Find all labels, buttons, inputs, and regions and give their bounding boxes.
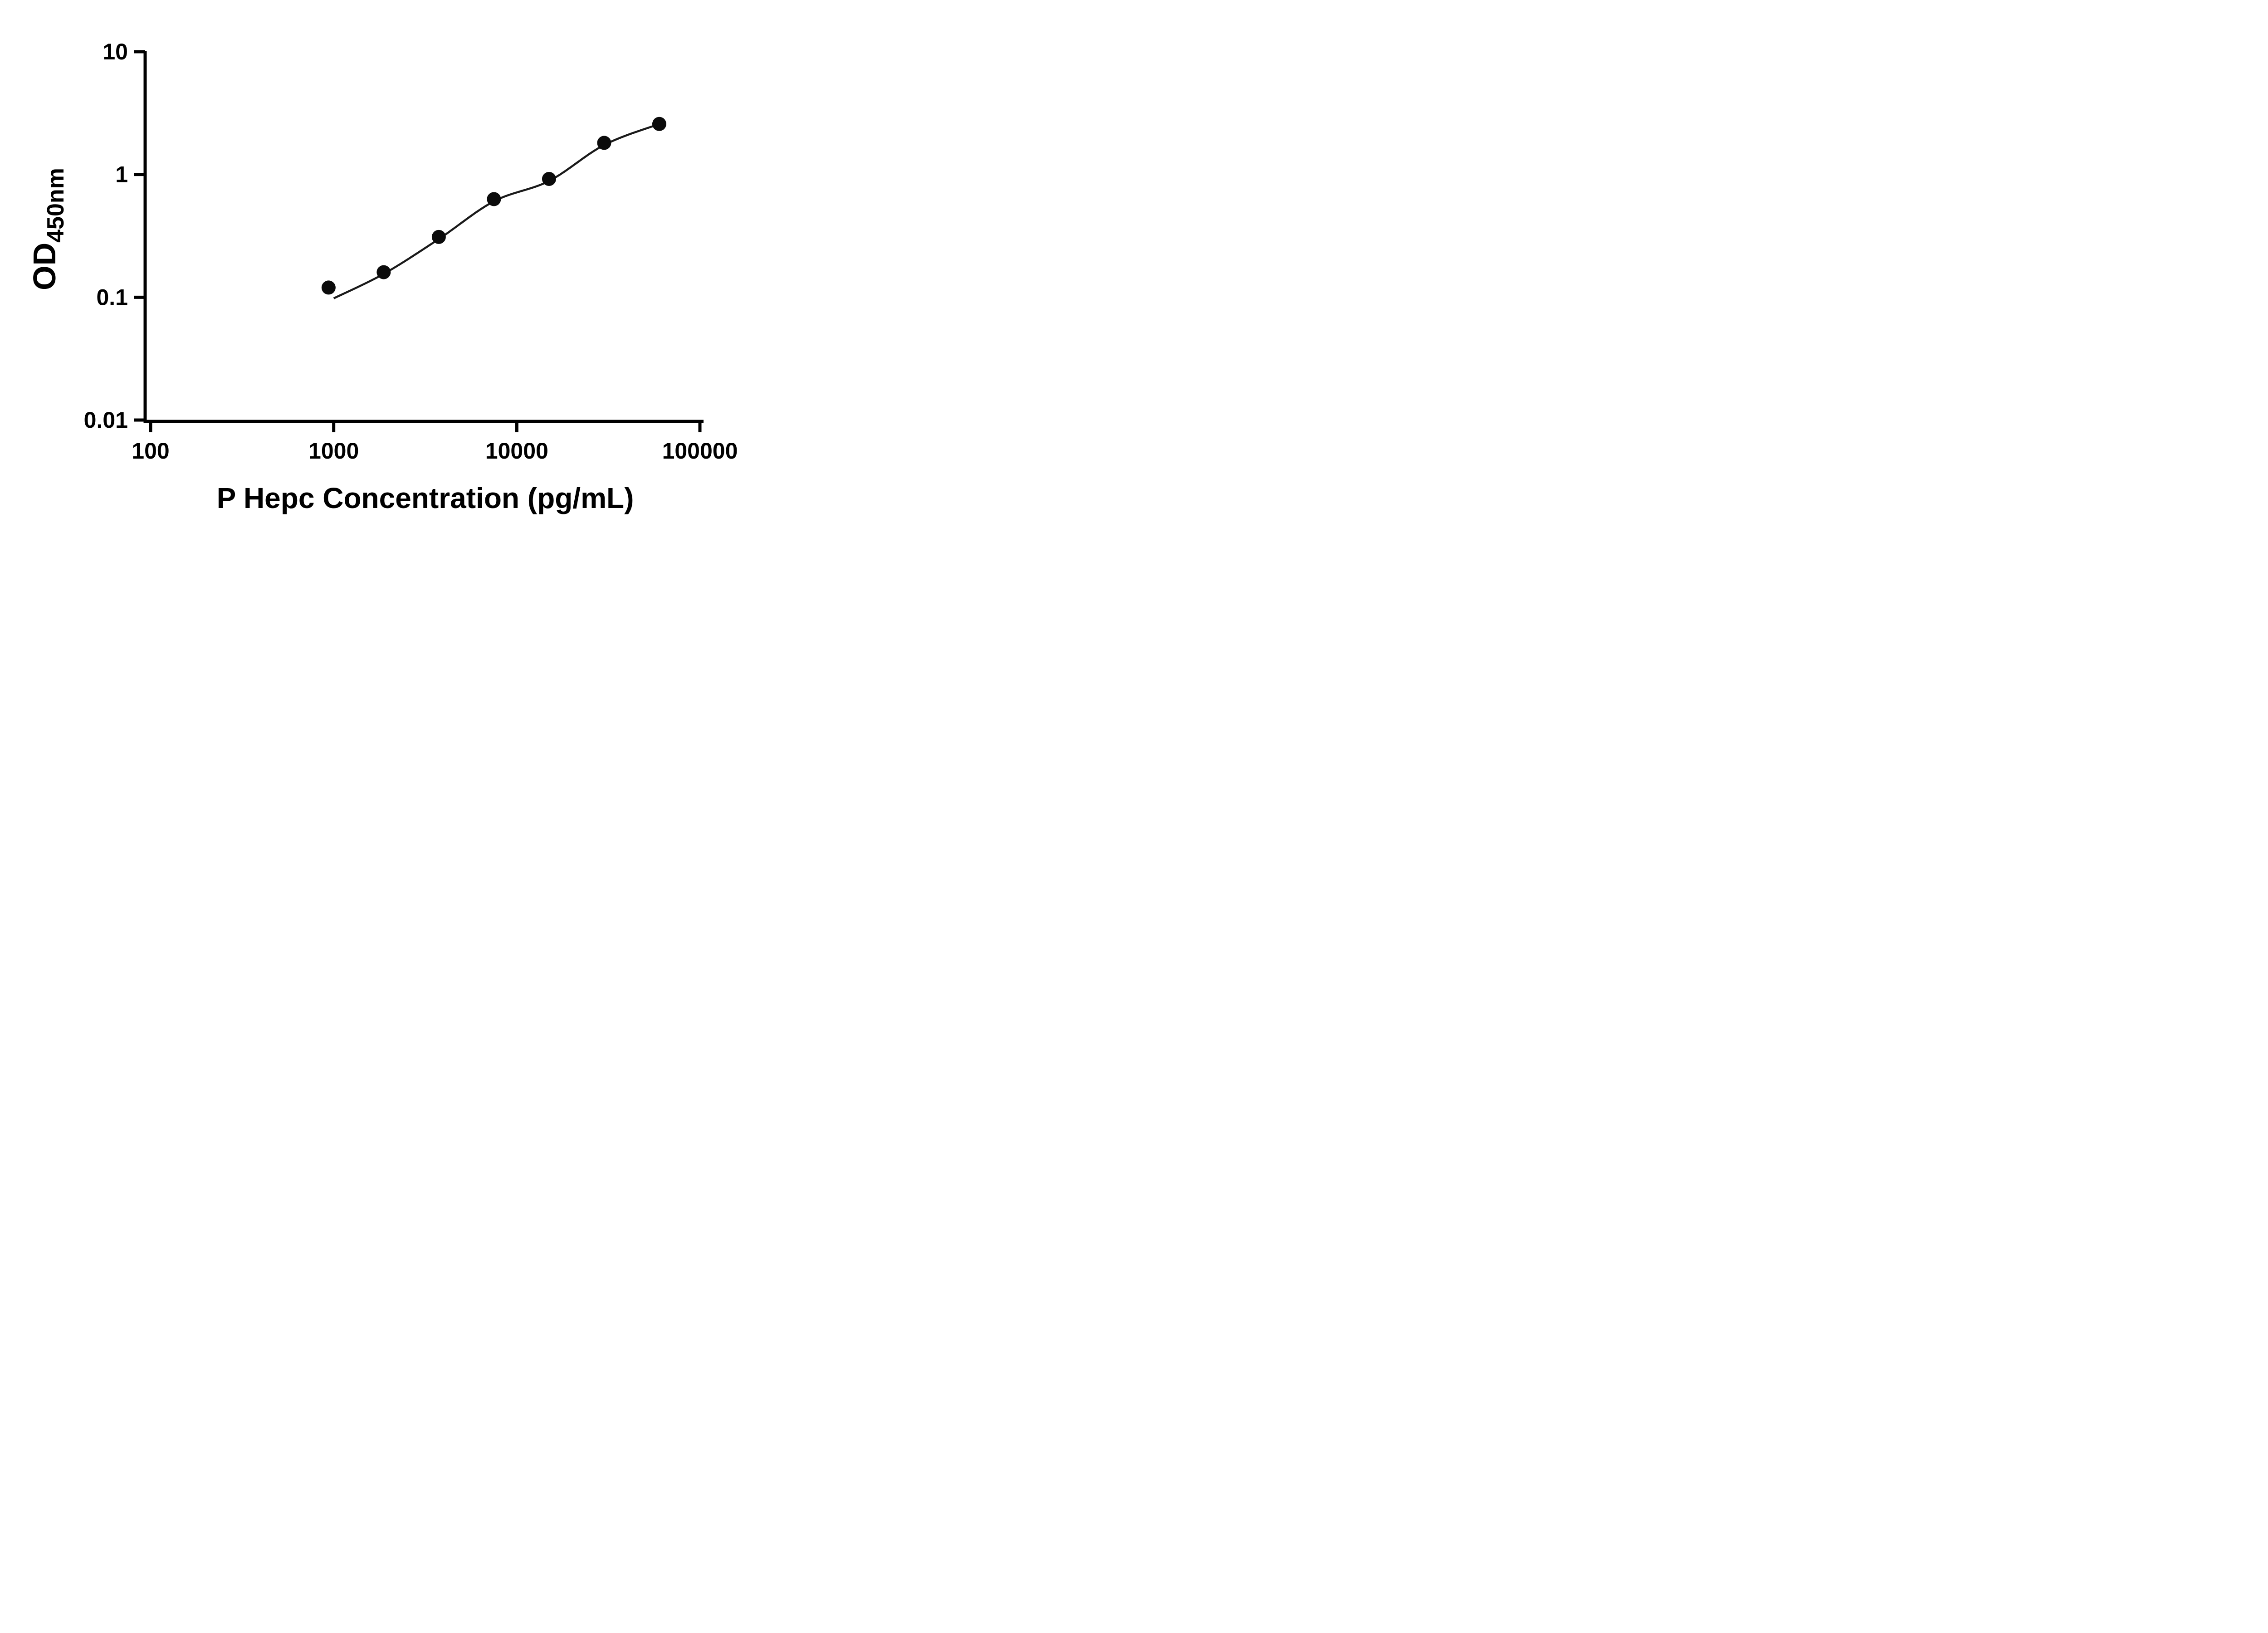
data-point-marker <box>487 192 501 206</box>
data-point-marker <box>597 136 611 150</box>
y-axis-title-subscript: 450nm <box>43 168 69 243</box>
y-axis-title: OD450nm <box>27 168 69 290</box>
y-axis-title-main: OD <box>27 243 62 290</box>
y-tick-label: 0.01 <box>84 407 128 433</box>
x-axis-title: P Hepc Concentration (pg/mL) <box>217 482 634 514</box>
data-point-marker <box>652 117 666 131</box>
y-tick-label: 10 <box>103 39 128 64</box>
x-tick-label: 100000 <box>662 438 738 464</box>
elisa-standard-curve-figure: 100 1000 10000 100000 0.01 0.1 1 10 P Hepc Conce… <box>0 0 776 544</box>
data-point-marker <box>321 280 336 295</box>
data-point-marker <box>542 171 556 186</box>
data-point-marker <box>431 230 446 244</box>
y-tick-label: 0.1 <box>96 284 128 310</box>
x-tick-label: 100 <box>132 438 169 464</box>
data-point-marker <box>376 265 391 279</box>
x-tick-label: 1000 <box>308 438 359 464</box>
y-tick-label: 1 <box>115 162 128 187</box>
chart-canvas: 100 1000 10000 100000 0.01 0.1 1 10 P Hepc Conce… <box>27 39 738 514</box>
x-tick-label: 10000 <box>485 438 548 464</box>
